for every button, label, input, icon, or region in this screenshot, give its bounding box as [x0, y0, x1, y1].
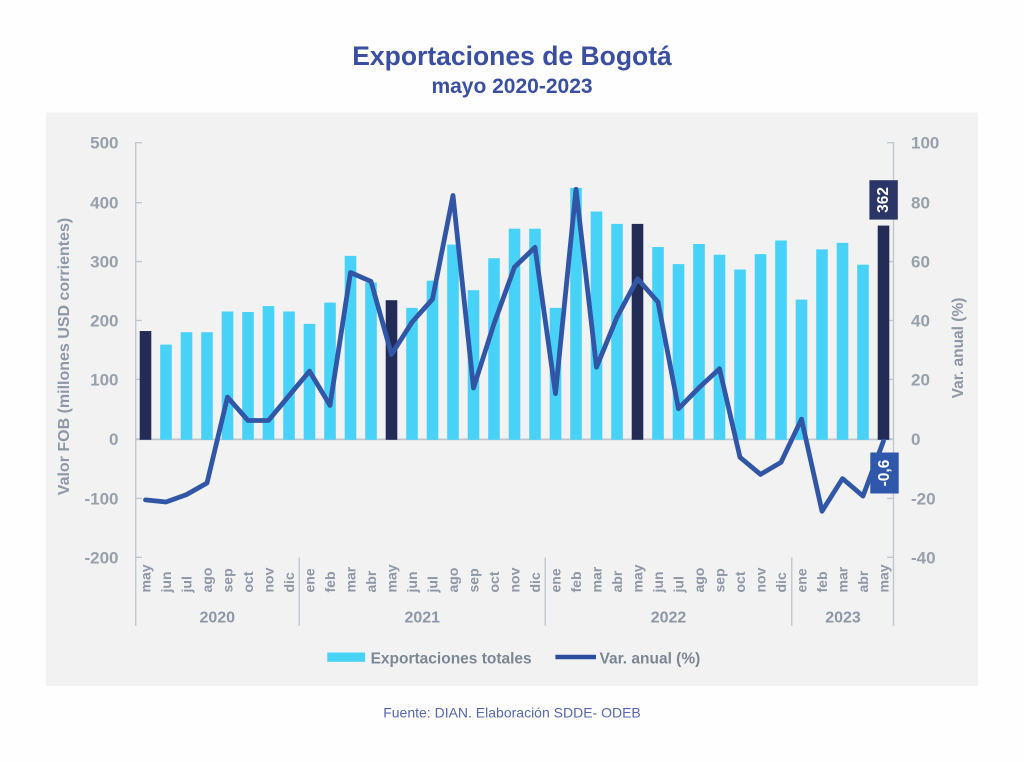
svg-text:feb: feb: [568, 572, 584, 593]
svg-text:mayo 2020-2023: mayo 2020-2023: [431, 75, 592, 98]
svg-text:2022: 2022: [651, 610, 687, 627]
svg-text:100: 100: [911, 134, 939, 153]
svg-text:jun: jun: [158, 572, 174, 594]
svg-text:362: 362: [875, 187, 892, 213]
svg-text:nov: nov: [261, 567, 277, 592]
svg-text:Valor FOB (millones USD corrie: Valor FOB (millones USD corrientes): [56, 218, 73, 495]
svg-text:nov: nov: [753, 567, 769, 592]
svg-text:40: 40: [911, 312, 930, 331]
svg-text:mar: mar: [835, 566, 851, 592]
svg-text:300: 300: [90, 253, 118, 272]
svg-text:Exportaciones de Bogotá: Exportaciones de Bogotá: [352, 41, 672, 71]
svg-text:may: may: [138, 564, 154, 592]
svg-text:2023: 2023: [825, 610, 861, 627]
svg-text:100: 100: [90, 370, 118, 389]
svg-text:80: 80: [911, 194, 930, 213]
svg-text:jun: jun: [650, 572, 666, 594]
svg-text:may: may: [384, 564, 400, 592]
svg-text:-100: -100: [84, 489, 118, 508]
svg-text:ago: ago: [691, 568, 707, 593]
svg-text:-200: -200: [84, 548, 118, 567]
svg-text:jun: jun: [404, 572, 420, 594]
svg-text:dic: dic: [281, 572, 297, 592]
svg-text:jul: jul: [425, 576, 441, 593]
svg-text:2020: 2020: [199, 610, 235, 627]
svg-text:nov: nov: [507, 567, 523, 592]
svg-text:abr: abr: [363, 570, 379, 592]
svg-text:feb: feb: [814, 572, 830, 593]
svg-text:ago: ago: [445, 568, 461, 593]
svg-text:sep: sep: [466, 568, 482, 592]
svg-text:ago: ago: [199, 568, 215, 593]
svg-text:-40: -40: [911, 548, 936, 567]
svg-text:0: 0: [109, 430, 118, 449]
svg-text:Fuente: DIAN. Elaboración SDDE: Fuente: DIAN. Elaboración SDDE- ODEB: [383, 705, 641, 721]
svg-text:feb: feb: [322, 572, 338, 593]
svg-text:sep: sep: [712, 568, 728, 592]
svg-text:oct: oct: [732, 571, 748, 592]
svg-text:abr: abr: [609, 570, 625, 592]
svg-text:may: may: [630, 564, 646, 592]
svg-text:sep: sep: [220, 568, 236, 592]
svg-text:Var. anual (%): Var. anual (%): [950, 298, 967, 399]
svg-text:jul: jul: [179, 576, 195, 593]
svg-text:dic: dic: [527, 572, 543, 592]
svg-text:mar: mar: [343, 566, 359, 592]
svg-text:mar: mar: [589, 566, 605, 592]
svg-text:Exportaciones totales: Exportaciones totales: [371, 651, 532, 668]
svg-text:200: 200: [90, 312, 118, 331]
svg-text:0: 0: [911, 430, 920, 449]
svg-text:ene: ene: [548, 568, 564, 592]
svg-text:500: 500: [90, 134, 118, 153]
svg-text:may: may: [876, 564, 892, 592]
svg-text:ene: ene: [794, 568, 810, 592]
svg-text:60: 60: [911, 253, 930, 272]
svg-text:-0,6: -0,6: [876, 459, 893, 486]
svg-text:oct: oct: [240, 571, 256, 592]
svg-text:2021: 2021: [404, 610, 440, 627]
svg-text:ene: ene: [302, 568, 318, 592]
svg-text:20: 20: [911, 370, 930, 389]
svg-text:abr: abr: [855, 570, 871, 592]
svg-text:jul: jul: [671, 576, 687, 593]
svg-text:-20: -20: [911, 489, 936, 508]
svg-text:dic: dic: [773, 572, 789, 592]
svg-text:Var. anual (%): Var. anual (%): [600, 651, 701, 668]
svg-text:oct: oct: [486, 571, 502, 592]
svg-text:400: 400: [90, 194, 118, 213]
